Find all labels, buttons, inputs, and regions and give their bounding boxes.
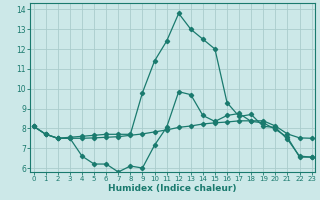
X-axis label: Humidex (Indice chaleur): Humidex (Indice chaleur) — [108, 184, 237, 193]
